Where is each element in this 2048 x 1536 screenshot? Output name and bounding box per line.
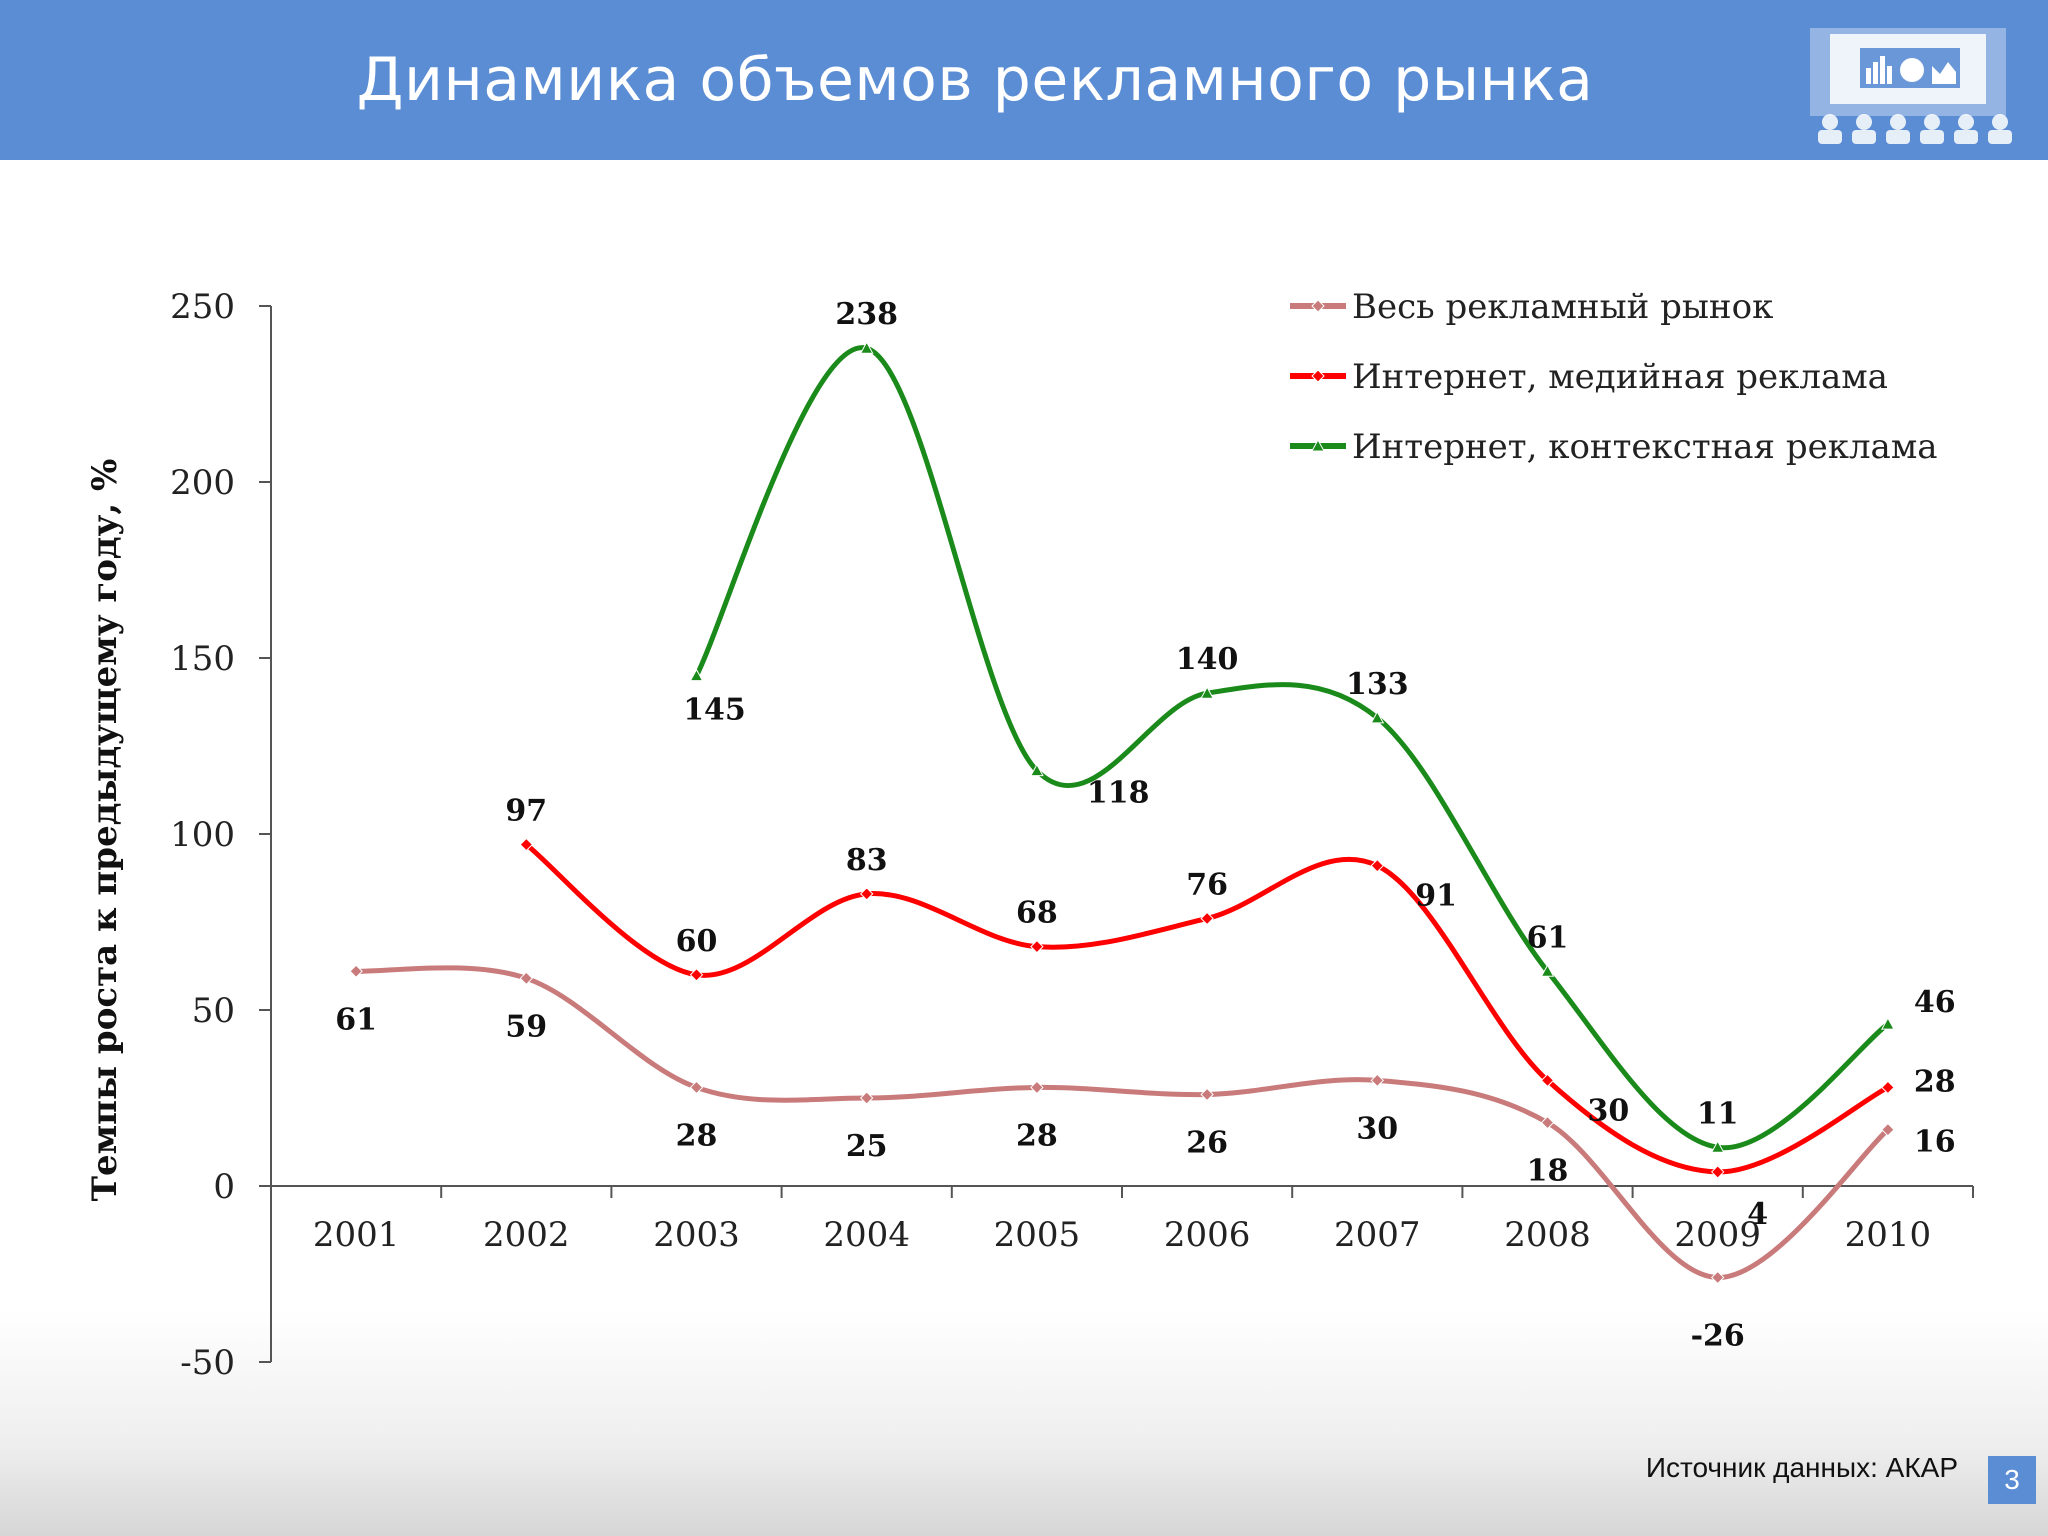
point-marker	[1370, 1073, 1385, 1088]
point-marker	[1540, 1115, 1555, 1130]
point-marker	[1200, 911, 1214, 926]
point-marker	[859, 887, 874, 901]
point-marker	[1370, 858, 1385, 873]
x-tick-label: 2003	[653, 1215, 740, 1255]
y-tick-label: -50	[180, 1343, 235, 1383]
y-tick-labels: -50 0 50 100 150 200 250	[170, 287, 235, 1383]
legend-marker	[1311, 299, 1325, 313]
y-tick-label: 100	[170, 815, 235, 855]
point-marker	[519, 837, 534, 852]
point-marker	[1030, 763, 1044, 777]
data-label: 61	[335, 1002, 377, 1037]
point-marker	[349, 964, 363, 978]
y-tick-label: 150	[170, 639, 235, 679]
data-label: 28	[1016, 1118, 1058, 1153]
title-bar	[0, 0, 2048, 160]
legend-label: Интернет, медийная реклама	[1352, 357, 1888, 397]
point-marker	[859, 341, 874, 354]
data-label: 4	[1747, 1197, 1768, 1232]
x-tick-label: 2006	[1164, 1215, 1251, 1255]
data-label: 68	[1016, 896, 1058, 931]
data-label: 133	[1346, 667, 1409, 702]
data-label: 46	[1914, 985, 1956, 1020]
x-tick-label: 2007	[1334, 1215, 1421, 1255]
series-line	[694, 345, 1891, 1151]
data-label: 76	[1186, 867, 1228, 902]
point-marker	[1540, 1073, 1555, 1088]
data-label: 145	[683, 693, 746, 728]
point-marker	[689, 1080, 704, 1095]
x-tick-label: 2010	[1845, 1215, 1932, 1255]
chart-axes	[259, 305, 1974, 1363]
legend: Весь рекламный рынок Интернет, медийная р…	[1290, 287, 1938, 467]
point-marker	[1200, 686, 1214, 699]
point-marker	[1710, 1165, 1725, 1179]
point-marker	[859, 1091, 874, 1105]
presentation-audience-icon	[1810, 28, 2012, 144]
x-tick-label: 2008	[1504, 1215, 1591, 1255]
page-number: 3	[1988, 1456, 2036, 1504]
point-marker	[1881, 1080, 1895, 1095]
y-tick-label: 200	[170, 463, 235, 503]
series-line	[353, 965, 1891, 1281]
point-marker	[1370, 710, 1385, 724]
legend-label: Весь рекламный рынок	[1352, 287, 1773, 327]
data-label: 16	[1914, 1125, 1956, 1160]
point-marker	[1030, 939, 1044, 954]
point-marker	[1710, 1140, 1725, 1153]
data-label: 140	[1176, 642, 1239, 677]
point-marker	[1200, 1087, 1214, 1102]
x-tick-label: 2004	[823, 1215, 910, 1255]
series-markers	[349, 341, 1895, 1285]
legend-label: Интернет, контекстная реклама	[1352, 427, 1938, 467]
point-marker	[1710, 1270, 1725, 1285]
x-tick-label: 2009	[1674, 1215, 1761, 1255]
data-label: 25	[846, 1129, 888, 1164]
source-note: Источник данных: АКАР	[1645, 1452, 1958, 1483]
data-label: 28	[1914, 1064, 1956, 1099]
y-axis-label: Темпы роста к предыдущему году, %	[85, 459, 125, 1202]
point-marker	[689, 668, 704, 682]
data-label: 18	[1527, 1154, 1569, 1189]
data-label: 61	[1527, 920, 1569, 955]
data-label: 97	[505, 794, 547, 829]
data-label: 83	[846, 843, 888, 878]
point-marker	[1881, 1017, 1895, 1030]
data-label: 59	[505, 1009, 547, 1044]
data-labels: 61 59 28 25 28 26 30 18 -26 16 97 60 83 68 76 91 30 4 28 14…	[335, 297, 1955, 1353]
series-lines	[353, 345, 1891, 1281]
data-label: -26	[1691, 1319, 1745, 1354]
legend-marker	[1311, 438, 1325, 452]
data-label: 118	[1087, 776, 1150, 811]
data-label: 28	[676, 1118, 718, 1153]
x-tick-labels: 2001 2002 2003 2004 2005 2006 2007 2008 2009 2010	[313, 1215, 1931, 1255]
y-tick-label: 250	[170, 287, 235, 327]
data-label: 11	[1697, 1096, 1739, 1131]
point-marker	[519, 971, 534, 986]
point-marker	[1030, 1080, 1044, 1095]
y-tick-label: 50	[192, 991, 235, 1031]
data-label: 30	[1588, 1093, 1630, 1128]
data-label: 26	[1186, 1125, 1228, 1160]
footer-gradient	[0, 1310, 2048, 1536]
slide-title: Динамика объемов рекламного рынка	[356, 45, 1594, 115]
point-marker	[1881, 1122, 1895, 1137]
point-marker	[689, 968, 704, 982]
point-marker	[1540, 964, 1555, 977]
data-label: 91	[1415, 879, 1457, 914]
x-tick-label: 2005	[994, 1215, 1081, 1255]
x-tick-label: 2001	[313, 1215, 400, 1255]
legend-marker	[1311, 369, 1325, 383]
data-label: 30	[1356, 1111, 1398, 1146]
series-line	[523, 842, 1891, 1175]
x-tick-label: 2002	[483, 1215, 570, 1255]
data-label: 60	[676, 924, 718, 959]
y-tick-label: 0	[213, 1167, 235, 1207]
data-label: 238	[835, 297, 898, 332]
